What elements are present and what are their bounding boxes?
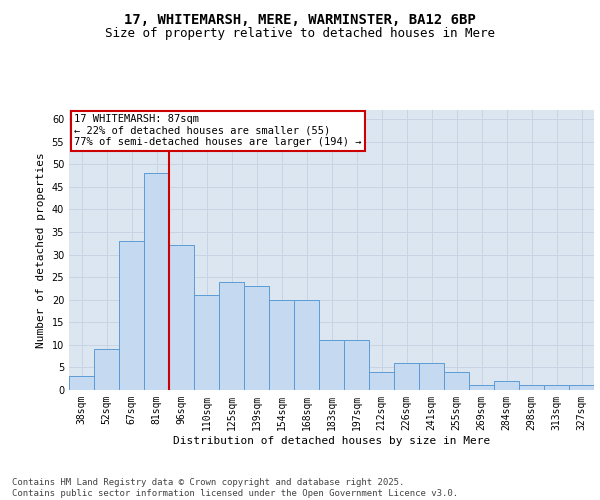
Text: Size of property relative to detached houses in Mere: Size of property relative to detached ho… xyxy=(105,28,495,40)
Bar xyxy=(119,241,144,390)
Bar xyxy=(169,246,194,390)
Bar xyxy=(344,340,369,390)
Bar xyxy=(544,386,569,390)
Bar xyxy=(444,372,469,390)
Bar xyxy=(569,386,594,390)
Bar xyxy=(294,300,319,390)
Bar xyxy=(369,372,394,390)
Bar xyxy=(519,386,544,390)
Bar xyxy=(419,363,444,390)
Bar xyxy=(469,386,494,390)
Bar xyxy=(144,173,169,390)
Bar xyxy=(94,350,119,390)
X-axis label: Distribution of detached houses by size in Mere: Distribution of detached houses by size … xyxy=(173,436,490,446)
Bar xyxy=(494,381,519,390)
Bar xyxy=(269,300,294,390)
Bar xyxy=(69,376,94,390)
Text: Contains HM Land Registry data © Crown copyright and database right 2025.
Contai: Contains HM Land Registry data © Crown c… xyxy=(12,478,458,498)
Text: 17 WHITEMARSH: 87sqm
← 22% of detached houses are smaller (55)
77% of semi-detac: 17 WHITEMARSH: 87sqm ← 22% of detached h… xyxy=(74,114,362,148)
Bar xyxy=(194,295,219,390)
Y-axis label: Number of detached properties: Number of detached properties xyxy=(36,152,46,348)
Bar xyxy=(394,363,419,390)
Bar xyxy=(219,282,244,390)
Text: 17, WHITEMARSH, MERE, WARMINSTER, BA12 6BP: 17, WHITEMARSH, MERE, WARMINSTER, BA12 6… xyxy=(124,12,476,26)
Bar xyxy=(319,340,344,390)
Bar xyxy=(244,286,269,390)
